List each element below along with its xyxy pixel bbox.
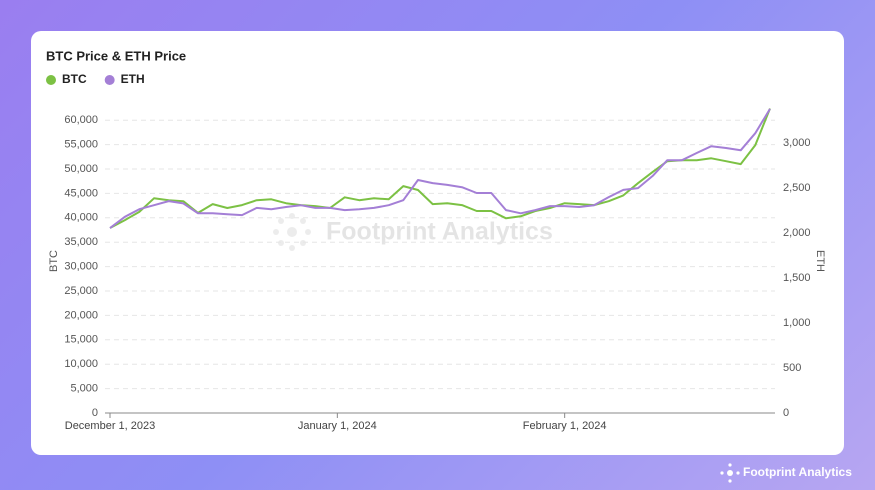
line bbox=[109, 108, 771, 229]
y2-tick-label: 500 bbox=[783, 362, 801, 374]
y2-tick-label: 2,500 bbox=[783, 182, 811, 194]
line bbox=[109, 108, 771, 229]
legend-marker bbox=[104, 75, 115, 85]
footer-logo bbox=[720, 463, 740, 483]
y-tick-label: 25,000 bbox=[64, 285, 98, 297]
y-axis-label: BTC bbox=[48, 250, 60, 272]
watermark-logo bbox=[273, 213, 311, 251]
x-tick-label: January 1, 2024 bbox=[298, 420, 377, 432]
y2-tick-label: 2,000 bbox=[783, 227, 811, 239]
legend-label: ETH bbox=[121, 72, 145, 86]
y-tick-label: 20,000 bbox=[64, 309, 98, 321]
footer-brand: Footprint Analytics bbox=[743, 465, 852, 479]
y-tick-label: 10,000 bbox=[64, 358, 98, 370]
y2-tick-label: 3,000 bbox=[783, 137, 811, 149]
y-tick-label: 5,000 bbox=[70, 383, 98, 395]
card bbox=[31, 31, 844, 455]
y2-tick-label: 1,500 bbox=[783, 272, 811, 284]
y-tick-label: 15,000 bbox=[64, 334, 98, 346]
y-tick-label: 60,000 bbox=[64, 114, 98, 126]
y2-axis-label: ETH bbox=[814, 250, 826, 272]
y-tick-label: 50,000 bbox=[64, 163, 98, 175]
x-tick-label: December 1, 2023 bbox=[65, 420, 156, 432]
chart-title: BTC Price & ETH Price bbox=[46, 48, 186, 63]
y2-tick-label: 0 bbox=[783, 407, 789, 419]
y-tick-label: 0 bbox=[92, 407, 98, 419]
legend-label: BTC bbox=[62, 72, 87, 86]
y2-tick-label: 1,000 bbox=[783, 317, 811, 329]
y-tick-label: 35,000 bbox=[64, 236, 98, 248]
y-tick-label: 40,000 bbox=[64, 212, 98, 224]
legend-marker bbox=[46, 75, 56, 85]
y-tick-label: 30,000 bbox=[64, 261, 98, 273]
y-tick-label: 55,000 bbox=[64, 139, 98, 151]
watermark: Footprint Analytics bbox=[326, 218, 553, 246]
x-tick-label: February 1, 2024 bbox=[523, 420, 607, 432]
y-tick-label: 45,000 bbox=[64, 187, 98, 199]
